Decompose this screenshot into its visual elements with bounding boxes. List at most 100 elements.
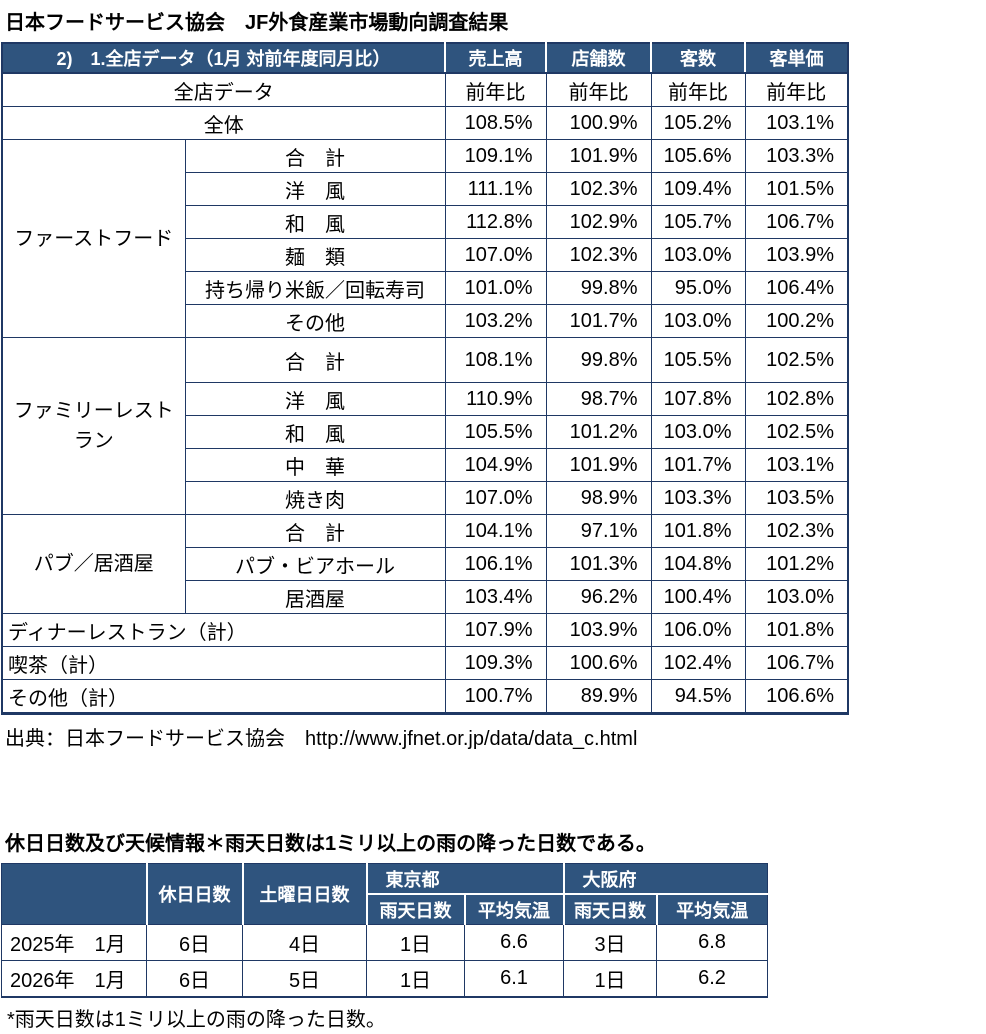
value-cell: 100.2% (744, 304, 849, 338)
col-header-avg-spend: 客単価 (744, 43, 848, 74)
weather-section-heading: 休日日数及び天候情報＊雨天日数は1ミリ以上の雨の降った日数である。 (5, 833, 656, 855)
category-label: 焼き肉 (184, 481, 446, 515)
value-cell: 101.9% (545, 139, 652, 173)
value-cell: 106.7% (744, 205, 849, 239)
group-cell-family-restaurant: ファミリーレストラン (1, 337, 186, 515)
value-cell: 103.5% (744, 481, 849, 515)
value-cell: 94.5% (650, 679, 746, 714)
table-row: 焼き肉 107.0% 98.9% 103.3% 103.5% (2, 481, 849, 515)
value-cell: 107.9% (444, 613, 547, 647)
sales-table-header-row: 2) 1.全店データ（1月 対前年度同月比） 売上高 店舗数 客数 客単価 (2, 43, 848, 74)
table-row: パブ／居酒屋 合 計 104.1% 97.1% 101.8% 102.3% (1, 514, 849, 614)
col-header-sales: 売上高 (444, 43, 546, 74)
value-cell: 102.3% (545, 238, 652, 272)
value-cell: 103.0% (650, 304, 746, 338)
table-row: 中 華 104.9% 101.9% 101.7% 103.1% (2, 448, 849, 482)
subheader-label: 全店データ (1, 72, 446, 107)
value-cell: 102.8% (744, 382, 849, 416)
value-cell: 101.2% (545, 415, 652, 449)
value-cell: 100.7% (444, 679, 547, 714)
value-cell: 110.9% (444, 382, 547, 416)
value-cell: 6.8 (656, 924, 768, 961)
col-header-stores: 店舗数 (545, 43, 651, 74)
value-cell: 107.8% (650, 382, 746, 416)
col-header-tokyo: 東京都 (365, 863, 564, 894)
value-cell: 101.9% (545, 448, 652, 482)
value-cell: 99.8% (545, 271, 652, 305)
value-cell: 105.2% (650, 106, 746, 140)
col-header-tokyo-avg-temp: 平均気温 (463, 893, 564, 925)
value-cell: 6.1 (464, 960, 564, 998)
weather-header-row-1: 休日日数 土曜日日数 東京都 大阪府 (1, 863, 768, 925)
category-label: 洋 風 (184, 172, 446, 206)
value-cell: 105.5% (650, 337, 746, 383)
source-citation: 出典：日本フードサービス協会 http://www.jfnet.or.jp/da… (5, 728, 638, 750)
value-cell: 6.2 (656, 960, 768, 998)
overall-row: 全体 108.5% 100.9% 105.2% 103.1% (1, 106, 849, 140)
value-cell: 103.0% (744, 580, 849, 614)
value-cell: 103.3% (744, 139, 849, 173)
value-cell: 95.0% (650, 271, 746, 305)
value-cell: 103.1% (744, 106, 849, 140)
value-cell: 108.1% (444, 337, 547, 383)
value-cell: 99.8% (545, 337, 652, 383)
col-header-holidays: 休日日数 (145, 863, 243, 925)
value-cell: 6日 (146, 924, 243, 961)
value-cell: 102.5% (744, 415, 849, 449)
value-cell: 103.0% (650, 415, 746, 449)
category-label: 和 風 (184, 205, 446, 239)
value-cell: 106.1% (444, 547, 547, 581)
total-label-coffee-shop: 喫茶（計） (1, 646, 446, 680)
value-cell: 97.1% (545, 514, 652, 548)
col-header-tokyo-rainy-days: 雨天日数 (365, 893, 465, 925)
sales-table: 2) 1.全店データ（1月 対前年度同月比） 売上高 店舗数 客数 客単価 全店… (1, 42, 849, 715)
total-label-other: その他（計） (1, 679, 446, 714)
weather-row-2025: 2025年 1月 6日 4日 1日 6.6 3日 6.8 (1, 924, 768, 961)
yoy-label: 前年比 (444, 72, 547, 107)
value-cell: 107.0% (444, 481, 547, 515)
col-header-osaka-avg-temp: 平均気温 (655, 893, 768, 925)
sales-table-title: 2) 1.全店データ（1月 対前年度同月比） (2, 43, 445, 74)
value-cell: 101.5% (744, 172, 849, 206)
value-cell: 105.7% (650, 205, 746, 239)
category-label: 麺 類 (184, 238, 446, 272)
rainy-days-footnote: *雨天日数は1ミリ以上の雨の降った日数。 (7, 1009, 386, 1031)
category-label: 洋 風 (184, 382, 446, 416)
category-label: 中 華 (184, 448, 446, 482)
col-header-osaka-rainy-days: 雨天日数 (562, 893, 657, 925)
value-cell: 1日 (563, 960, 657, 998)
value-cell: 1日 (366, 960, 465, 998)
table-row: 麺 類 107.0% 102.3% 103.0% 103.9% (2, 238, 849, 272)
value-cell: 109.4% (650, 172, 746, 206)
value-cell: 101.7% (545, 304, 652, 338)
value-cell: 6日 (146, 960, 243, 998)
category-label: パブ・ビアホール (184, 547, 446, 581)
value-cell: 109.1% (444, 139, 547, 173)
value-cell: 6.6 (464, 924, 564, 961)
value-cell: 104.9% (444, 448, 547, 482)
col-header-saturdays: 土曜日日数 (241, 863, 367, 925)
value-cell: 102.9% (545, 205, 652, 239)
value-cell: 101.8% (650, 514, 746, 548)
category-label: 合 計 (184, 514, 446, 548)
value-cell: 106.7% (744, 646, 849, 680)
col-header-osaka: 大阪府 (562, 863, 768, 894)
empty-corner-cell (1, 863, 147, 925)
table-row: 持ち帰り米飯／回転寿司 101.0% 99.8% 95.0% 106.4% (2, 271, 849, 305)
category-label: 持ち帰り米飯／回転寿司 (184, 271, 446, 305)
value-cell: 103.4% (444, 580, 547, 614)
value-cell: 89.9% (545, 679, 652, 714)
table-row: 喫茶（計） 109.3% 100.6% 102.4% 106.7% (1, 646, 849, 680)
table-row: ファミリーレストラン 合 計 108.1% 99.8% 105.5% 102.5… (1, 337, 849, 515)
category-label: 合 計 (184, 337, 446, 383)
overall-label: 全体 (1, 106, 446, 140)
total-label-dinner-restaurant: ディナーレストラン（計） (1, 613, 446, 647)
value-cell: 106.6% (744, 679, 849, 714)
table-row: ファーストフード 合 計 109.1% 101.9% 105.6% 103.3% (1, 139, 849, 338)
value-cell: 108.5% (444, 106, 547, 140)
value-cell: 106.0% (650, 613, 746, 647)
period-cell: 2025年 1月 (1, 924, 147, 961)
value-cell: 103.0% (650, 238, 746, 272)
value-cell: 102.3% (545, 172, 652, 206)
value-cell: 100.9% (545, 106, 652, 140)
